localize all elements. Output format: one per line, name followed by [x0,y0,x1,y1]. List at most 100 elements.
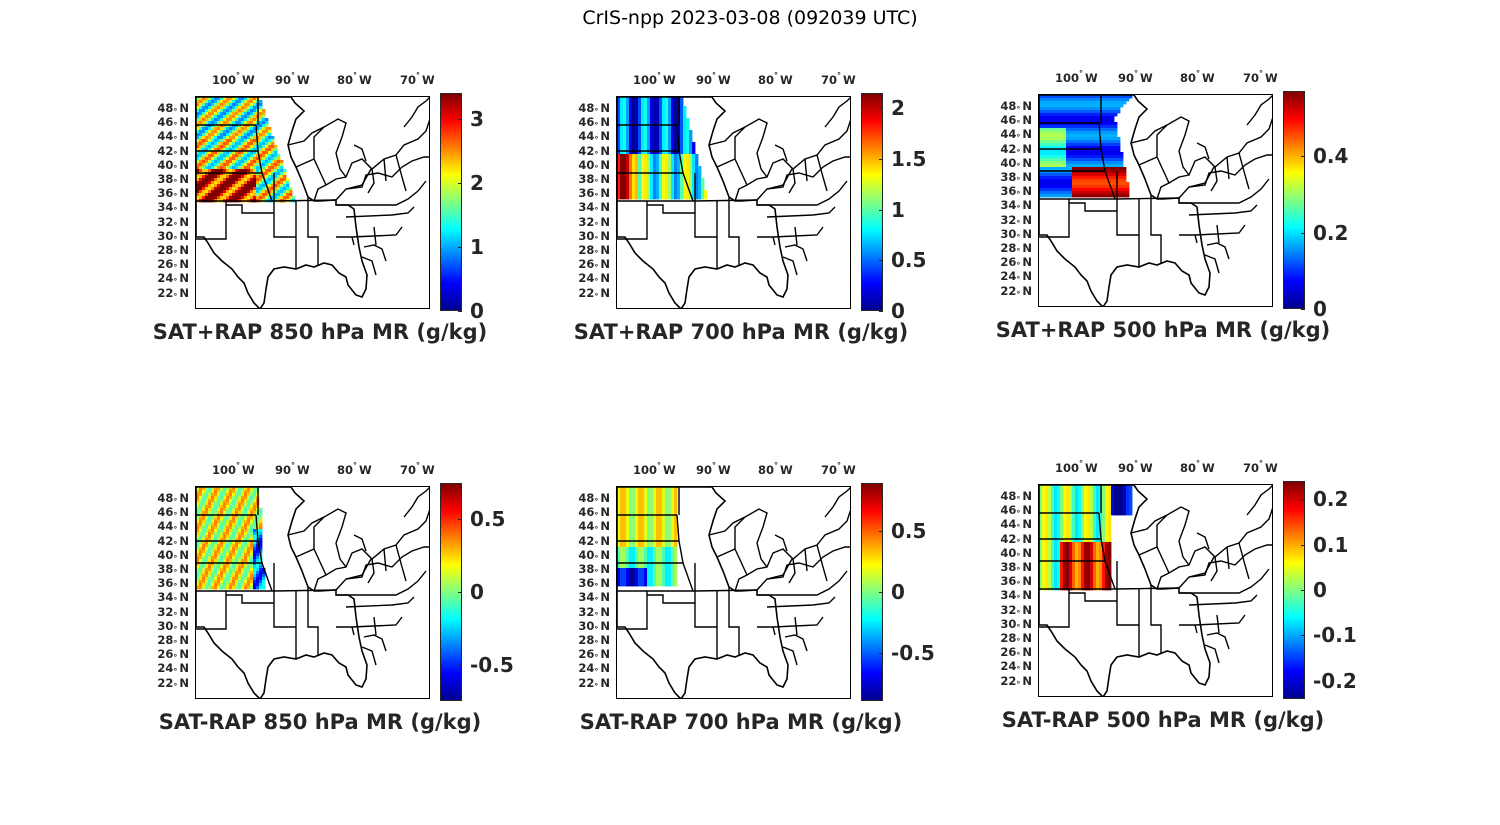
swath-cell [1066,176,1070,180]
swath-cell [229,154,233,158]
swath-cell [232,586,236,590]
swath-cell [1042,506,1046,510]
swath-cell [1111,122,1115,126]
swath-cell [1063,509,1067,513]
swath-cell [650,196,654,200]
swath-cell [665,163,669,167]
swath-cell [629,112,633,116]
swath-cell [202,517,206,521]
swath-cell [226,181,230,185]
swath-cell [626,163,630,167]
swath-cell [617,535,621,539]
swath-cell [277,184,281,188]
lat-tick-label: 44° N [157,519,189,535]
swath-cell [653,544,657,548]
swath-cell [208,580,212,584]
swath-cell [232,532,236,536]
swath-cell [1096,167,1100,171]
swath-cell [665,511,669,515]
swath-cell [1084,512,1088,516]
swath-cell [238,556,242,560]
swath-cell [226,160,230,164]
swath-cell [259,106,263,110]
swath-cell [665,559,669,563]
swath-cell [641,136,645,140]
state-border [353,534,407,584]
swath-cell [253,559,257,563]
swath-cell [638,121,642,125]
swath-cell [244,184,248,188]
swath-cell [253,175,257,179]
swath-cell [1039,191,1043,195]
swath-cell [1066,512,1070,516]
swath-cell [1069,128,1073,132]
swath-cell [211,127,215,131]
swath-cell [1108,485,1112,489]
swath-cell [659,490,663,494]
swath-cell [1108,191,1112,195]
lat-tick-label: 30° N [1000,226,1032,242]
state-border [403,97,429,128]
swath-cell [1081,509,1085,513]
swath-cell [217,520,221,524]
swath-cell [241,517,245,521]
swath-cell [641,574,645,578]
swath-cell [680,121,684,125]
swath-cell [214,118,218,122]
swath-cell [1114,512,1118,516]
swath-cell [662,571,666,575]
swath-cell [244,160,248,164]
swath-cell [1087,494,1091,498]
swath-cell [668,520,672,524]
swath-cell [226,562,230,566]
swath-cell [647,499,651,503]
swath-cell [1096,98,1100,102]
swath-cell [668,151,672,155]
swath-cell [247,118,251,122]
swath-cell [232,181,236,185]
swath-cell [1078,506,1082,510]
swath-cell [626,538,630,542]
swath-cell [665,133,669,137]
swath-cell [202,175,206,179]
swath-cell [629,490,633,494]
swath-cell [1102,533,1106,537]
swath-cell [635,151,639,155]
swath-cell [659,529,663,533]
swath-cell [235,559,239,563]
swath-cell [1117,191,1121,195]
swath-cell [199,508,203,512]
swath-cell [1090,167,1094,171]
swath-cell [1069,500,1073,504]
swath-cell [211,493,215,497]
swath-cell [1063,152,1067,156]
swath-cell [1054,512,1058,516]
swath-cell [668,190,672,194]
swath-cell [1087,101,1091,105]
swath-cell [644,532,648,536]
swath-cell [1057,137,1061,141]
swath-cell [626,508,630,512]
swath-cell [659,136,663,140]
swath-cell [1084,110,1088,114]
swath-cell [620,520,624,524]
swath-cell [226,532,230,536]
swath-cell [647,100,651,104]
swath-cell [635,175,639,179]
lon-value: 70 [1243,461,1260,475]
swath-cell [196,178,200,182]
swath-cell [629,547,633,551]
swath-cell [620,151,624,155]
swath-cell [1048,512,1052,516]
swath-cell [644,166,648,170]
swath-cell [220,526,224,530]
swath-cell [638,562,642,566]
swath-cell [1129,488,1133,492]
swath-cell [1045,503,1049,507]
swath-cell [208,532,212,536]
swath-cell [1078,104,1082,108]
swath-cell [629,499,633,503]
swath-cell [1042,509,1046,513]
swath-cell [665,127,669,131]
swath-cell [692,187,696,191]
